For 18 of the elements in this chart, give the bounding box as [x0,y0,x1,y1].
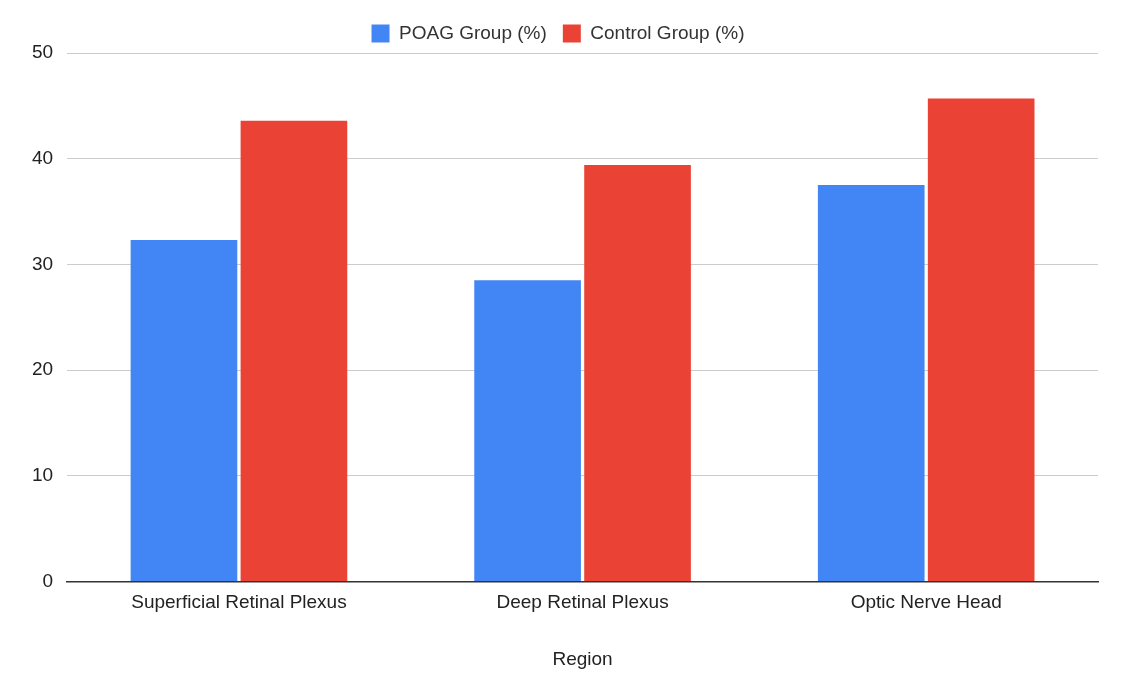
y-tick-label: 0 [42,569,54,591]
y-tick-label: 50 [31,41,54,63]
legend-label: POAG Group (%) [399,21,547,43]
bar [584,165,691,581]
x-axis-title: Region [552,647,613,669]
y-tick-label: 40 [31,146,54,168]
bar [817,185,925,581]
x-tick-label: Deep Retinal Plexus [496,591,669,613]
bar [130,240,238,581]
x-tick-label: Superficial Retinal Plexus [131,591,347,613]
bar [240,120,348,581]
bar [927,98,1035,581]
legend-label: Control Group (%) [590,21,745,43]
y-tick-label: 30 [31,252,54,274]
x-tick-label: Optic Nerve Head [850,591,1002,613]
bar [474,280,581,581]
y-tick-label: 10 [31,463,54,485]
y-tick-label: 20 [31,358,54,380]
